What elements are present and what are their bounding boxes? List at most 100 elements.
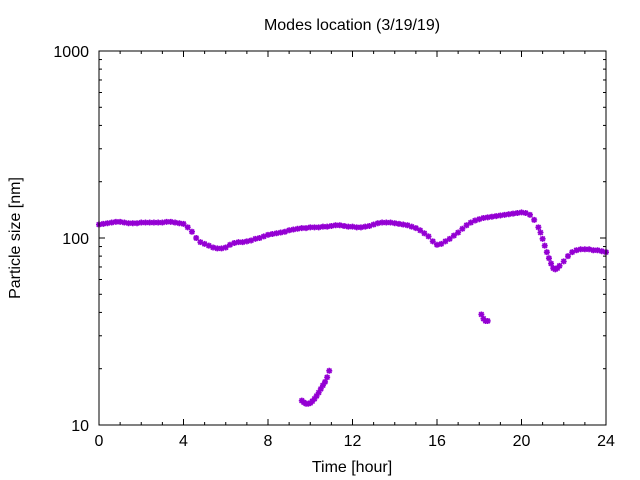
data-point <box>324 223 331 230</box>
data-point <box>260 233 267 240</box>
data-point <box>450 232 457 239</box>
chart-title: Modes location (3/19/19) <box>264 17 440 34</box>
data-point <box>313 392 320 399</box>
data-point <box>383 219 390 226</box>
data-point <box>290 226 297 233</box>
data-point <box>345 223 352 230</box>
data-point <box>501 211 508 218</box>
data-point <box>265 231 271 238</box>
data-point <box>484 214 491 221</box>
data-point <box>322 378 329 385</box>
data-point <box>543 249 550 256</box>
data-point <box>277 229 284 236</box>
data-point <box>488 213 495 220</box>
axis-ticks <box>98 50 607 426</box>
data-point <box>548 260 555 267</box>
data-point <box>176 220 183 227</box>
data-point <box>256 235 263 241</box>
data-point <box>129 220 136 227</box>
data-point <box>478 311 485 318</box>
data-point <box>442 238 449 245</box>
data-point <box>421 230 428 237</box>
data-point <box>248 237 255 244</box>
data-point <box>545 255 552 262</box>
data-point <box>303 225 310 232</box>
data-point <box>531 216 538 223</box>
data-point <box>311 224 318 231</box>
data-point <box>328 222 335 229</box>
y-tick-label: 100 <box>62 231 89 248</box>
y-tick-label: 1000 <box>53 44 89 61</box>
data-point <box>239 239 246 246</box>
data-point <box>108 219 115 226</box>
data-point <box>201 240 208 247</box>
data-point <box>210 244 217 251</box>
x-tick-label: 8 <box>264 433 273 450</box>
data-point <box>497 212 504 219</box>
data-point <box>556 262 563 269</box>
data-point <box>341 222 348 229</box>
data-point <box>463 222 470 229</box>
data-point <box>167 218 174 225</box>
data-point <box>138 219 145 226</box>
data-point <box>417 227 424 234</box>
x-tick-label: 20 <box>513 433 531 450</box>
x-tick-label: 12 <box>344 433 362 450</box>
data-point <box>125 220 132 227</box>
y-tick-label: 10 <box>71 418 89 435</box>
data-point <box>472 217 479 224</box>
data-point <box>315 389 322 396</box>
data-point <box>577 246 584 253</box>
data-point <box>387 219 394 226</box>
data-point <box>429 238 436 245</box>
data-point <box>319 223 326 230</box>
data-point <box>298 225 305 232</box>
data-point <box>493 213 500 220</box>
data-point <box>205 242 212 249</box>
data-point <box>476 216 483 223</box>
data-point <box>484 317 491 324</box>
data-point <box>214 245 221 252</box>
data-point <box>353 224 360 231</box>
data-point <box>193 235 200 241</box>
data-point <box>319 382 326 389</box>
data-point <box>281 228 288 235</box>
data-point <box>231 240 238 247</box>
data-point <box>434 241 440 248</box>
data-point <box>286 227 293 234</box>
data-point <box>188 228 195 235</box>
data-point <box>594 247 601 254</box>
data-point <box>505 211 512 218</box>
data-point <box>366 222 373 229</box>
data-point <box>104 220 111 227</box>
data-point <box>438 240 445 247</box>
data-point <box>121 219 128 226</box>
data-point <box>569 249 576 256</box>
data-point <box>510 210 517 217</box>
data-point <box>155 219 162 226</box>
data-point <box>522 210 529 217</box>
data-points <box>96 209 609 407</box>
data-point <box>467 219 474 226</box>
data-point <box>370 221 377 228</box>
data-point <box>514 210 521 217</box>
data-point <box>218 245 225 252</box>
data-point <box>581 246 588 253</box>
data-point <box>537 229 544 236</box>
x-tick-label: 24 <box>597 433 615 450</box>
data-point <box>332 222 339 229</box>
data-point <box>459 225 466 232</box>
data-point <box>269 231 276 238</box>
data-point <box>518 209 525 216</box>
data-point <box>134 220 141 227</box>
data-point <box>446 235 453 242</box>
data-point <box>150 219 157 226</box>
data-point <box>526 211 533 218</box>
data-point <box>180 220 187 227</box>
plot-frame <box>98 50 607 426</box>
data-point <box>315 224 322 231</box>
data-point <box>163 218 170 225</box>
data-point <box>172 219 179 226</box>
data-point <box>374 220 381 227</box>
data-point <box>117 218 124 225</box>
